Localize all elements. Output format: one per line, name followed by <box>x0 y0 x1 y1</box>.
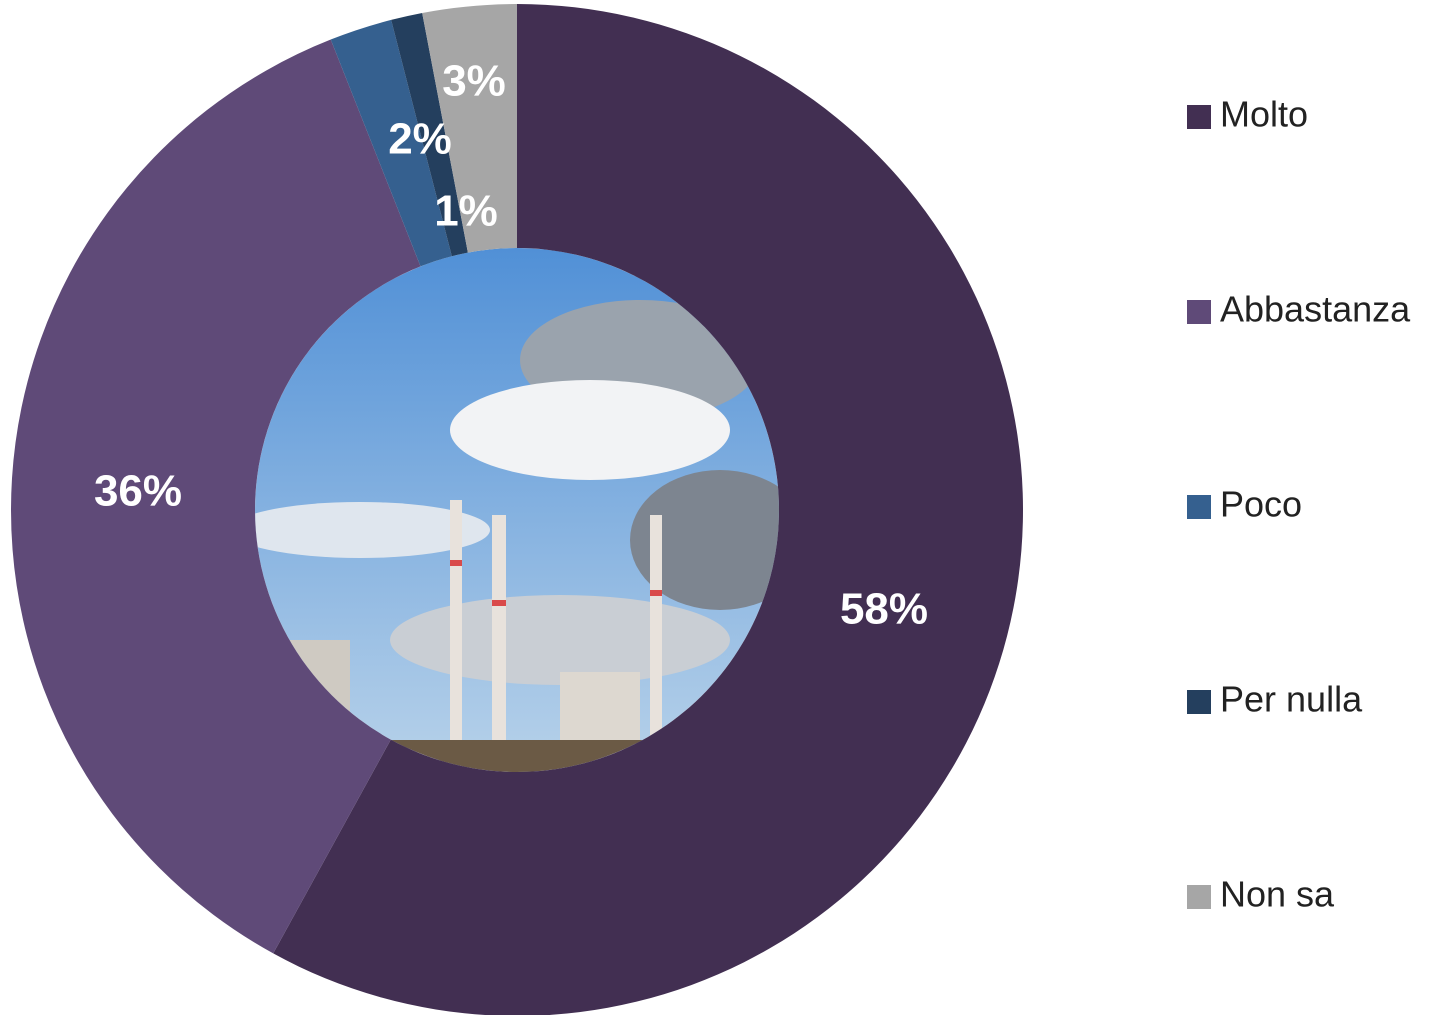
legend-swatch <box>1187 105 1211 129</box>
donut-slice <box>422 4 517 253</box>
legend-swatch <box>1187 885 1211 909</box>
value-label: 58% <box>840 585 928 634</box>
donut-slice <box>330 19 452 267</box>
donut-slice <box>11 39 421 954</box>
legend-swatch <box>1187 300 1211 324</box>
legend-label: Molto <box>1220 94 1308 135</box>
donut-slice <box>391 12 468 257</box>
legend-swatch <box>1187 495 1211 519</box>
value-label: 1% <box>434 187 498 236</box>
value-label: 2% <box>388 115 452 164</box>
value-label: 3% <box>442 57 506 106</box>
legend-label: Non sa <box>1220 874 1335 915</box>
donut-slice <box>273 4 1023 1015</box>
legend-label: Per nulla <box>1220 679 1363 720</box>
legend-swatch <box>1187 690 1211 714</box>
legend-label: Abbastanza <box>1220 289 1411 330</box>
center-photo <box>255 248 779 772</box>
legend-label: Poco <box>1220 484 1302 525</box>
value-label: 36% <box>94 467 182 516</box>
